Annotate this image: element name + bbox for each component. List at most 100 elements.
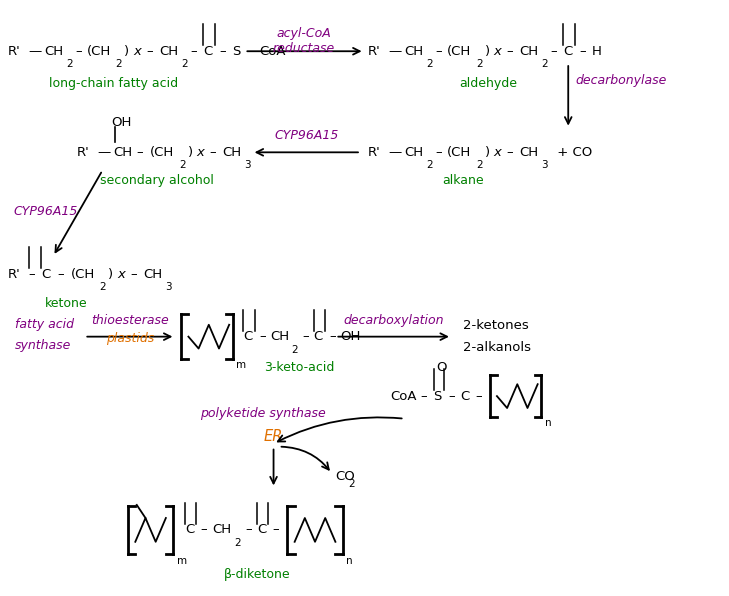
Text: 2: 2 bbox=[426, 160, 433, 170]
Text: (CH: (CH bbox=[87, 45, 111, 58]
Text: ER: ER bbox=[264, 429, 284, 444]
Text: CH: CH bbox=[520, 45, 539, 58]
Text: 2: 2 bbox=[234, 538, 241, 548]
Text: 2: 2 bbox=[292, 344, 298, 355]
Text: R': R' bbox=[368, 146, 381, 159]
Text: 2: 2 bbox=[66, 60, 73, 69]
Text: ): ) bbox=[109, 268, 114, 281]
Text: –: – bbox=[330, 330, 336, 343]
Text: 2: 2 bbox=[100, 283, 106, 292]
Text: CH: CH bbox=[212, 523, 232, 536]
Text: CH: CH bbox=[144, 268, 163, 281]
Text: x: x bbox=[196, 146, 204, 159]
Text: CH: CH bbox=[405, 45, 424, 58]
Text: 2: 2 bbox=[476, 60, 483, 69]
Text: (CH: (CH bbox=[150, 146, 174, 159]
Text: 2: 2 bbox=[542, 60, 548, 69]
Text: synthase: synthase bbox=[15, 339, 71, 352]
Text: –: – bbox=[435, 146, 442, 159]
Text: 3-keto-acid: 3-keto-acid bbox=[264, 361, 334, 374]
Text: ): ) bbox=[125, 45, 130, 58]
Text: 3: 3 bbox=[244, 160, 251, 170]
Text: (CH: (CH bbox=[447, 45, 471, 58]
Text: R': R' bbox=[8, 268, 20, 281]
Text: –: – bbox=[147, 45, 153, 58]
Text: –: – bbox=[448, 390, 455, 403]
Text: 2: 2 bbox=[181, 60, 188, 69]
Text: CYP96A15: CYP96A15 bbox=[14, 205, 78, 218]
Text: n: n bbox=[545, 418, 552, 428]
Text: m: m bbox=[176, 556, 187, 566]
Text: CH: CH bbox=[270, 330, 289, 343]
Text: OH: OH bbox=[112, 116, 132, 129]
Text: thioesterase: thioesterase bbox=[91, 313, 169, 327]
Text: ): ) bbox=[187, 146, 192, 159]
Text: —: — bbox=[389, 146, 402, 159]
Text: C: C bbox=[203, 45, 212, 58]
Text: –: – bbox=[579, 45, 586, 58]
Text: –: – bbox=[476, 390, 483, 403]
Text: —: — bbox=[28, 45, 42, 58]
Text: C: C bbox=[460, 390, 469, 403]
Text: ): ) bbox=[485, 45, 490, 58]
Text: secondary alcohol: secondary alcohol bbox=[100, 175, 214, 187]
Text: –: – bbox=[259, 330, 265, 343]
Text: x: x bbox=[494, 45, 501, 58]
Text: —: — bbox=[98, 146, 111, 159]
Text: CH: CH bbox=[114, 146, 133, 159]
Text: R': R' bbox=[368, 45, 381, 58]
Text: m: m bbox=[235, 360, 246, 370]
Text: C: C bbox=[243, 330, 252, 343]
Text: C: C bbox=[184, 523, 194, 536]
Text: C: C bbox=[313, 330, 323, 343]
Text: decarbonylase: decarbonylase bbox=[575, 74, 667, 88]
Text: –: – bbox=[219, 45, 225, 58]
Text: (CH: (CH bbox=[71, 268, 95, 281]
Text: 2-alkanols: 2-alkanols bbox=[463, 341, 531, 354]
Text: 2: 2 bbox=[348, 479, 355, 489]
Text: CH: CH bbox=[160, 45, 179, 58]
Text: C: C bbox=[257, 523, 266, 536]
Text: polyketide synthase: polyketide synthase bbox=[200, 408, 326, 420]
Text: CoA: CoA bbox=[260, 45, 286, 58]
Text: CO: CO bbox=[335, 470, 355, 483]
Text: 3: 3 bbox=[542, 160, 548, 170]
Text: + CO: + CO bbox=[553, 146, 592, 159]
Text: decarboxylation: decarboxylation bbox=[343, 313, 444, 327]
Text: β-diketone: β-diketone bbox=[224, 568, 290, 581]
Text: OH: OH bbox=[340, 330, 361, 343]
Text: S: S bbox=[232, 45, 241, 58]
Text: x: x bbox=[117, 268, 125, 281]
Text: CH: CH bbox=[405, 146, 424, 159]
Text: CH: CH bbox=[44, 45, 63, 58]
Text: O: O bbox=[436, 361, 446, 374]
Text: plastids: plastids bbox=[106, 332, 155, 345]
Text: –: – bbox=[58, 268, 64, 281]
Text: 3: 3 bbox=[165, 283, 172, 292]
Text: 2: 2 bbox=[116, 60, 122, 69]
Text: 2: 2 bbox=[179, 160, 186, 170]
Text: –: – bbox=[273, 523, 279, 536]
Text: –: – bbox=[130, 268, 137, 281]
Text: CH: CH bbox=[222, 146, 242, 159]
Text: R': R' bbox=[8, 45, 20, 58]
Text: 2: 2 bbox=[476, 160, 483, 170]
Text: CYP96A15: CYP96A15 bbox=[274, 129, 338, 142]
Text: n: n bbox=[346, 556, 353, 566]
Text: 2-ketones: 2-ketones bbox=[463, 319, 529, 333]
Text: –: – bbox=[200, 523, 208, 536]
Text: acyl-CoA: acyl-CoA bbox=[277, 27, 332, 40]
Text: –: – bbox=[75, 45, 82, 58]
Text: –: – bbox=[421, 390, 427, 403]
Text: H: H bbox=[592, 45, 602, 58]
Text: ketone: ketone bbox=[45, 297, 87, 311]
Text: –: – bbox=[245, 523, 252, 536]
Text: –: – bbox=[507, 45, 513, 58]
Text: ): ) bbox=[485, 146, 490, 159]
Text: –: – bbox=[507, 146, 513, 159]
Text: x: x bbox=[133, 45, 141, 58]
Text: —: — bbox=[389, 45, 402, 58]
Text: long-chain fatty acid: long-chain fatty acid bbox=[49, 77, 178, 91]
Text: –: – bbox=[190, 45, 197, 58]
Text: CH: CH bbox=[520, 146, 539, 159]
